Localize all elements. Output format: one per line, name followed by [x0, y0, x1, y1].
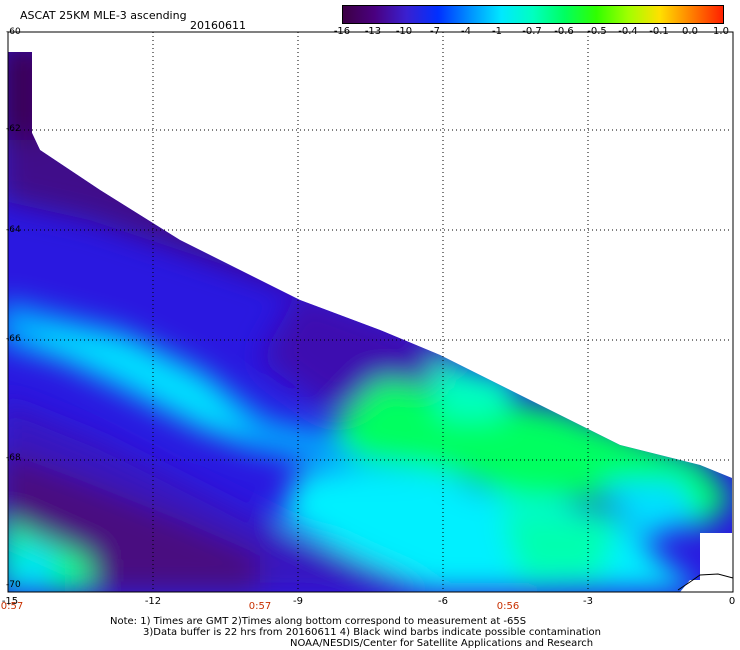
swath [8, 52, 732, 592]
lat-label: -70 [6, 580, 21, 590]
colorbar [342, 5, 724, 24]
lat-label: -60 [6, 27, 21, 37]
map-frame [7, 31, 734, 593]
map-date: 20160611 [190, 19, 246, 32]
note-line: Note: 1) Times are GMT 2)Times along bot… [110, 616, 527, 627]
coastline [677, 573, 734, 591]
colorbar-gradient [343, 6, 723, 23]
lon-label: -15 [1, 596, 19, 607]
note-line: 3)Data buffer is 22 hrs from 20160611 4)… [143, 627, 601, 638]
lat-label: -62 [6, 124, 21, 134]
lat-label: -64 [6, 225, 21, 235]
lon-label: 0 [728, 596, 736, 607]
lon-label: -12 [144, 596, 162, 607]
grid-lines [8, 32, 732, 592]
lon-label: -9 [293, 596, 303, 607]
time-label: 0:56 [496, 601, 520, 612]
time-label: 0:57 [248, 601, 272, 612]
lon-label: -6 [438, 596, 448, 607]
notes: Note: 1) Times are GMT 2)Times along bot… [110, 616, 601, 649]
lat-label: -68 [6, 453, 21, 463]
map-title: ASCAT 25KM MLE-3 ascending [20, 9, 187, 22]
lon-label: -3 [583, 596, 593, 607]
time-label: 0:57 [0, 601, 24, 612]
lat-label: -66 [6, 334, 21, 344]
note-line: NOAA/NESDIS/Center for Satellite Applica… [290, 638, 594, 649]
